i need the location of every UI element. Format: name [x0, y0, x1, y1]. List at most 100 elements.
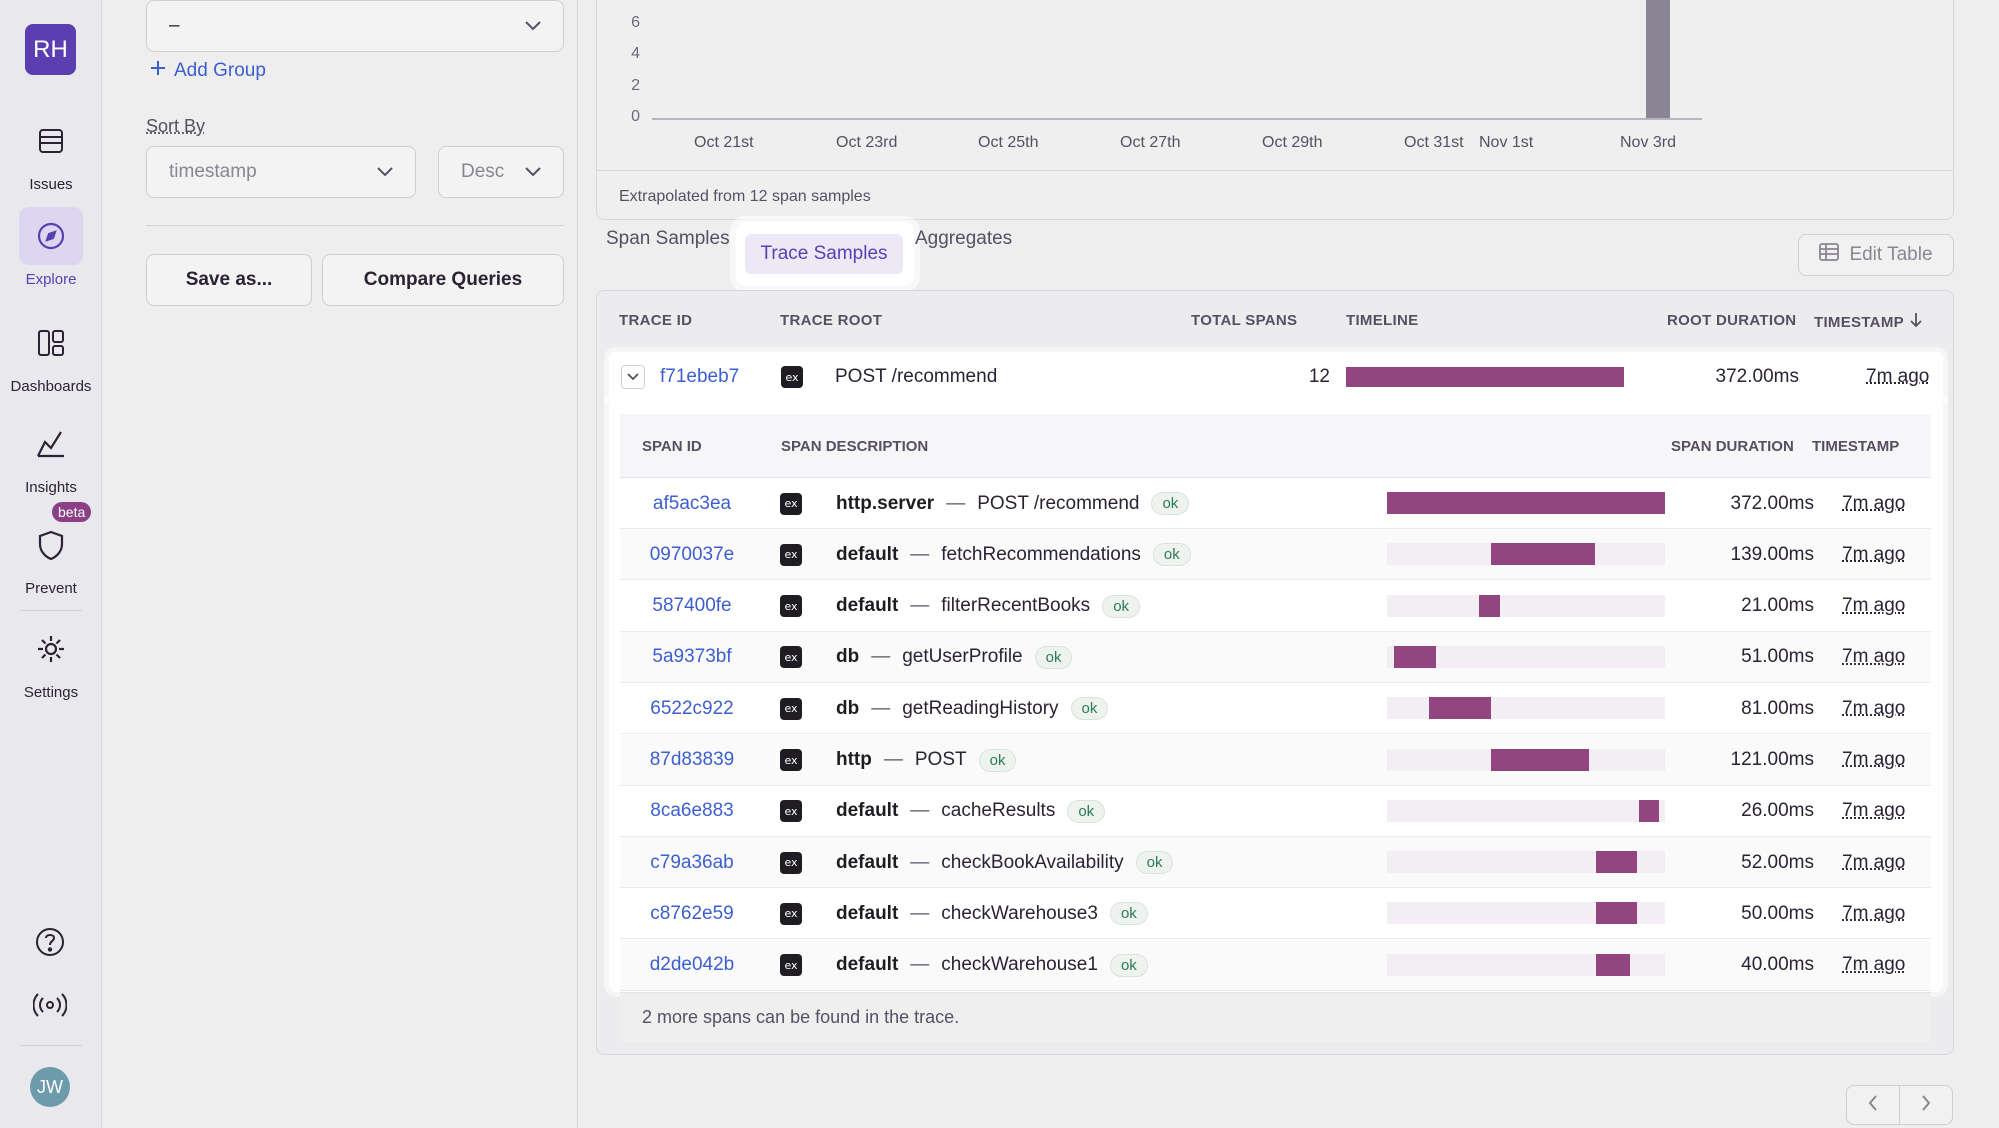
- span-timeline[interactable]: [1387, 543, 1665, 566]
- plus-icon: [150, 60, 166, 82]
- span-desc: getReadingHistory: [902, 697, 1059, 719]
- span-id-link[interactable]: 8ca6e883: [650, 800, 734, 822]
- sidebar-item-explore[interactable]: Explore: [0, 207, 102, 288]
- org-avatar[interactable]: RH: [25, 24, 76, 75]
- next-page-button[interactable]: [1899, 1085, 1953, 1125]
- user-avatar[interactable]: JW: [30, 1067, 70, 1107]
- platform-icon: ex: [780, 581, 802, 632]
- span-timeline[interactable]: [1387, 697, 1665, 720]
- compare-queries-button[interactable]: Compare Queries: [322, 254, 564, 306]
- span-desc: filterRecentBooks: [941, 595, 1091, 617]
- span-id-link[interactable]: 6522c922: [650, 697, 734, 719]
- span-timestamp[interactable]: 7m ago: [1842, 492, 1906, 514]
- span-id-link[interactable]: d2de042b: [649, 954, 735, 976]
- beta-badge: beta: [52, 502, 92, 522]
- tab-aggregates[interactable]: Aggregates: [915, 228, 1013, 249]
- span-timeline[interactable]: [1387, 902, 1665, 925]
- span-timestamp[interactable]: 7m ago: [1842, 800, 1906, 822]
- span-desc: POST: [914, 749, 967, 770]
- span-timeline-bar: [1387, 492, 1665, 514]
- span-timeline[interactable]: [1387, 851, 1665, 874]
- status-badge: ok: [1109, 953, 1148, 977]
- tab-trace-samples[interactable]: Trace Samples: [745, 234, 903, 274]
- span-id-link[interactable]: 587400fe: [652, 595, 732, 617]
- span-row[interactable]: 0970037e ex default — fetchRecommendations ok…: [620, 529, 1931, 581]
- sort-order-select[interactable]: Desc: [438, 146, 564, 198]
- chart-divider: [596, 170, 1954, 171]
- group-by-select[interactable]: –: [146, 0, 564, 52]
- span-row[interactable]: 6522c922 ex db — getReadingHistory ok 81.00ms 7…: [620, 683, 1931, 735]
- trace-row[interactable]: f71ebeb7 ex POST /recommend 12 372.00ms …: [609, 352, 1943, 402]
- sidebar-item-issues[interactable]: Issues: [0, 112, 102, 193]
- column-header-timestamp[interactable]: TIMESTAMP: [1814, 312, 1922, 332]
- span-timestamp[interactable]: 7m ago: [1842, 697, 1906, 719]
- span-timeline[interactable]: [1387, 492, 1665, 514]
- span-id-link[interactable]: af5ac3ea: [652, 492, 732, 514]
- span-timeline[interactable]: [1387, 799, 1665, 822]
- trace-id-link[interactable]: f71ebeb7: [660, 366, 740, 387]
- span-timestamp[interactable]: 7m ago: [1842, 851, 1906, 873]
- help-icon[interactable]: [30, 922, 70, 962]
- more-spans-note: 2 more spans can be found in the trace.: [620, 992, 1931, 1042]
- span-id-link[interactable]: 5a9373bf: [652, 646, 732, 668]
- status-badge: ok: [1151, 492, 1190, 515]
- x-tick: Oct 25th: [978, 134, 1039, 151]
- span-timestamp[interactable]: 7m ago: [1842, 543, 1906, 565]
- broadcast-icon[interactable]: [30, 985, 70, 1025]
- y-tick: 0: [631, 108, 640, 125]
- separator: —: [883, 749, 903, 770]
- span-id-link[interactable]: 87d83839: [649, 749, 735, 770]
- span-row[interactable]: d2de042b ex default — checkWarehouse1 ok 40.00…: [620, 939, 1931, 991]
- edit-table-button[interactable]: Edit Table: [1798, 234, 1954, 276]
- span-timeline[interactable]: [1387, 594, 1665, 617]
- tab-span-samples[interactable]: Span Samples: [606, 228, 730, 249]
- span-row[interactable]: c8762e59 ex default — checkWarehouse3 ok 50.00…: [620, 888, 1931, 940]
- sidebar-item-prevent[interactable]: beta Prevent: [0, 502, 102, 597]
- chart-bar[interactable]: [1646, 0, 1670, 118]
- span-timeline[interactable]: [1387, 748, 1665, 771]
- column-header-trace-id[interactable]: TRACE ID: [619, 312, 693, 329]
- expand-toggle[interactable]: [621, 352, 645, 402]
- save-as-button[interactable]: Save as...: [146, 254, 312, 306]
- span-id-link[interactable]: c79a36ab: [650, 851, 734, 873]
- column-header-trace-root[interactable]: TRACE ROOT: [780, 312, 883, 329]
- chevron-left-icon: [1868, 1094, 1878, 1116]
- sidebar-item-settings[interactable]: Settings: [0, 620, 102, 701]
- span-timeline[interactable]: [1387, 953, 1665, 976]
- platform-icon: ex: [780, 940, 802, 991]
- separator: —: [946, 492, 966, 514]
- chevron-right-icon: [1921, 1094, 1931, 1116]
- trace-timestamp[interactable]: 7m ago: [1866, 366, 1930, 387]
- sidebar-item-label: Insights: [25, 479, 77, 496]
- previous-page-button[interactable]: [1846, 1085, 1900, 1125]
- group-by-value: –: [169, 15, 180, 36]
- span-timeline-bar: [1595, 851, 1638, 874]
- span-timeline[interactable]: [1387, 645, 1665, 668]
- span-row[interactable]: 587400fe ex default — filterRecentBooks ok 21.…: [620, 580, 1931, 632]
- span-row[interactable]: 87d83839 ex http — POST ok 121.00ms 7m ago: [620, 734, 1931, 786]
- sidebar-item-dashboards[interactable]: Dashboards: [0, 314, 102, 395]
- span-row[interactable]: c79a36ab ex default — checkBookAvailability o…: [620, 837, 1931, 889]
- sidebar-divider: [20, 1045, 82, 1046]
- column-header-timeline[interactable]: TIMELINE: [1346, 312, 1419, 329]
- sort-field-select[interactable]: timestamp: [146, 146, 416, 198]
- sidebar-item-insights[interactable]: Insights: [0, 415, 102, 496]
- trace-timeline[interactable]: [1346, 352, 1624, 402]
- span-row[interactable]: 5a9373bf ex db — getUserProfile ok 51.00ms 7m a…: [620, 631, 1931, 683]
- span-timestamp[interactable]: 7m ago: [1842, 954, 1906, 976]
- span-desc: checkWarehouse3: [941, 902, 1098, 924]
- add-group-button[interactable]: Add Group: [150, 60, 266, 82]
- span-timestamp[interactable]: 7m ago: [1842, 902, 1906, 924]
- span-timestamp[interactable]: 7m ago: [1842, 749, 1906, 770]
- column-header-root-duration[interactable]: ROOT DURATION: [1667, 312, 1797, 329]
- span-id-link[interactable]: 0970037e: [649, 543, 735, 565]
- span-timestamp[interactable]: 7m ago: [1842, 646, 1906, 668]
- span-description: default — filterRecentBooks ok: [836, 581, 1141, 632]
- sort-by-label: Sort By: [146, 116, 206, 136]
- span-row[interactable]: af5ac3ea ex http.server — POST /recommend ok 3…: [620, 478, 1931, 529]
- span-id-link[interactable]: c8762e59: [650, 902, 734, 924]
- separator: —: [910, 543, 930, 565]
- span-timestamp[interactable]: 7m ago: [1842, 595, 1906, 617]
- span-row[interactable]: 8ca6e883 ex default — cacheResults ok 26.00ms 7…: [620, 785, 1931, 837]
- column-header-total-spans[interactable]: TOTAL SPANS: [1191, 312, 1298, 329]
